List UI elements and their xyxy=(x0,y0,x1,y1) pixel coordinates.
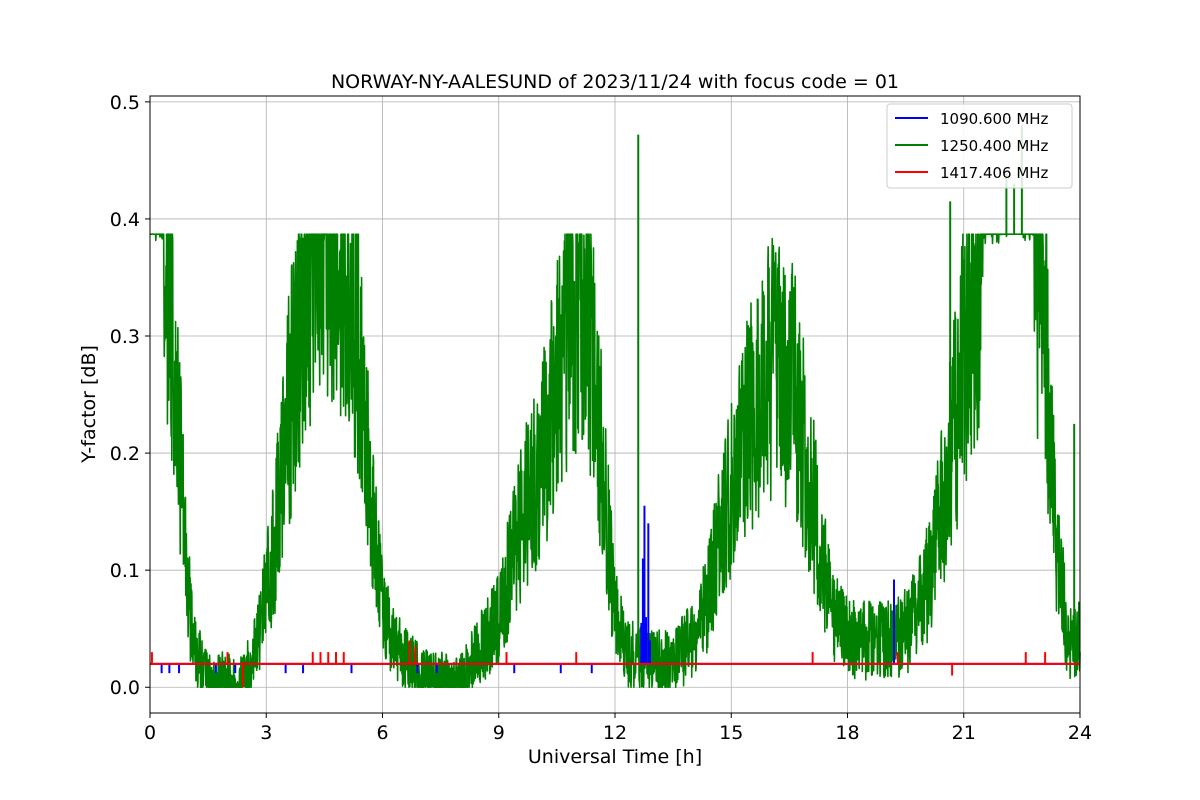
x-tick-label: 18 xyxy=(835,722,859,744)
y-tick-label: 0.5 xyxy=(110,92,140,114)
series-1-line xyxy=(149,233,1081,689)
y-tick-label: 0.3 xyxy=(110,326,140,348)
x-tick-label: 21 xyxy=(952,722,976,744)
y-tick-label: 0.1 xyxy=(110,560,140,582)
y-tick-label: 0.2 xyxy=(110,443,140,465)
legend-box xyxy=(886,103,1073,189)
x-tick-label: 3 xyxy=(260,722,272,744)
x-tick-label: 0 xyxy=(144,722,156,744)
x-tick-label: 6 xyxy=(376,722,388,744)
x-axis-label: Universal Time [h] xyxy=(528,746,702,768)
y-axis-label: Y-factor [dB] xyxy=(78,345,100,464)
x-tick-label: 24 xyxy=(1068,722,1092,744)
series-2 xyxy=(150,640,1080,688)
legend-label-1090: 1090.600 MHz xyxy=(940,110,1049,128)
series-layer xyxy=(149,125,1081,689)
y-axis: 0.0 0.1 0.2 0.3 0.4 0.5 xyxy=(110,92,150,699)
x-tick-label: 9 xyxy=(493,722,505,744)
chart-title: NORWAY-NY-AALESUND of 2023/11/24 with fo… xyxy=(331,71,899,93)
x-axis: 0 3 6 9 12 15 18 21 24 xyxy=(144,713,1092,744)
y-tick-label: 0.4 xyxy=(110,209,140,231)
legend: 1090.600 MHz 1250.400 MHz 1417.406 MHz xyxy=(886,103,1073,189)
legend-label-1250: 1250.400 MHz xyxy=(940,137,1049,155)
x-tick-label: 15 xyxy=(719,722,743,744)
legend-label-1417: 1417.406 MHz xyxy=(940,164,1049,182)
y-tick-label: 0.0 xyxy=(110,677,140,699)
x-tick-label: 12 xyxy=(603,722,627,744)
